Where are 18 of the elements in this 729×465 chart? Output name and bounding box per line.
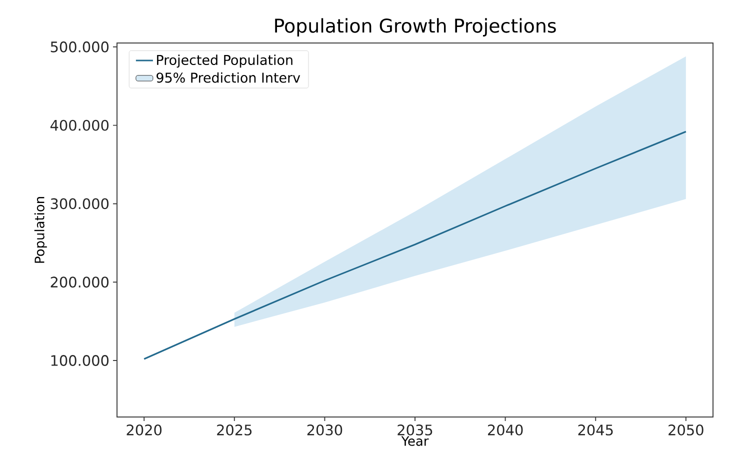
x-axis-title: Year <box>401 436 429 446</box>
legend-label: 95% Prediction Interv <box>156 72 300 83</box>
line-series <box>143 130 687 360</box>
x-tick-label: 2050 <box>668 424 704 436</box>
y-tick-label: 200.000 <box>50 276 109 288</box>
x-tick-label: 2025 <box>217 424 252 436</box>
legend-label: Projected Population <box>157 54 292 68</box>
y-tick-label: 300.000 <box>50 198 109 210</box>
y-tick-label: 100.000 <box>51 355 109 366</box>
x-tick-label: 2030 <box>307 424 342 436</box>
x-tick-label: 2040 <box>488 424 523 436</box>
x-tick-label: 2020 <box>126 424 162 436</box>
y-tick-label: 400.000 <box>50 120 109 131</box>
chart-title: Population Growth Projections <box>275 18 556 36</box>
y-axis-title: Population <box>34 197 47 263</box>
y-tick-label: 500.000 <box>50 41 109 52</box>
x-tick-label: 2045 <box>578 424 613 436</box>
x-tick-label: 2035 <box>398 424 432 436</box>
